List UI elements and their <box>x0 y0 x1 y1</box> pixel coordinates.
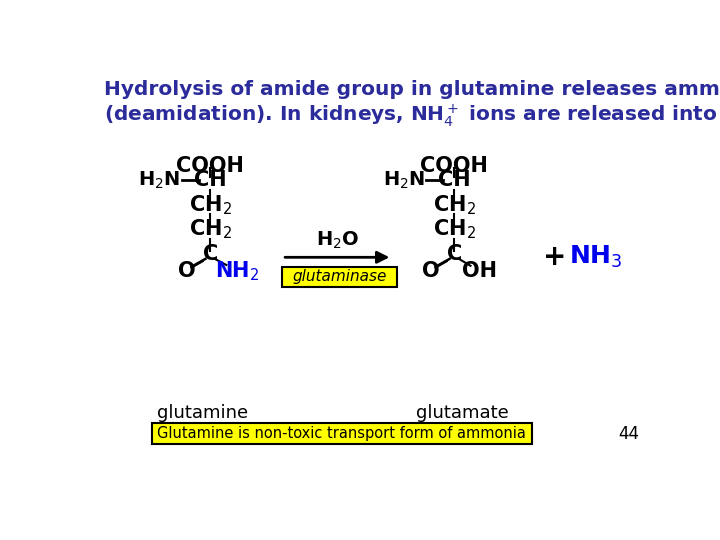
Bar <box>282 267 397 287</box>
Text: H$_2$O: H$_2$O <box>315 230 359 251</box>
Text: 44: 44 <box>618 424 639 443</box>
Text: COOH: COOH <box>176 156 244 176</box>
Text: H$_2$N: H$_2$N <box>382 170 425 191</box>
Text: COOH: COOH <box>420 156 488 176</box>
Text: CH$_2$: CH$_2$ <box>189 218 232 241</box>
Text: OH: OH <box>462 261 498 281</box>
Text: NH$_2$: NH$_2$ <box>215 259 259 283</box>
Text: CH$_2$: CH$_2$ <box>433 193 476 217</box>
Text: glutamate: glutamate <box>415 403 508 422</box>
Text: CH$_2$: CH$_2$ <box>433 218 476 241</box>
Text: NH$_3$: NH$_3$ <box>569 244 622 271</box>
Text: glutaminase: glutaminase <box>292 269 387 284</box>
Text: H$_2$N: H$_2$N <box>138 170 181 191</box>
Text: CH$_2$: CH$_2$ <box>189 193 232 217</box>
Text: CH: CH <box>438 170 471 190</box>
Text: C: C <box>446 244 462 264</box>
Text: O: O <box>178 261 196 281</box>
Text: +: + <box>544 244 567 271</box>
Text: O: O <box>422 261 440 281</box>
Text: Hydrolysis of amide group in glutamine releases ammonia: Hydrolysis of amide group in glutamine r… <box>104 80 720 99</box>
Text: C: C <box>202 244 217 264</box>
Bar <box>152 423 532 444</box>
Text: CH: CH <box>194 170 226 190</box>
Text: glutamine: glutamine <box>157 403 248 422</box>
Text: (deamidation). In kidneys, NH$_4^+$ ions are released into urine.: (deamidation). In kidneys, NH$_4^+$ ions… <box>104 102 720 129</box>
Text: Glutamine is non-toxic transport form of ammonia: Glutamine is non-toxic transport form of… <box>158 426 526 441</box>
